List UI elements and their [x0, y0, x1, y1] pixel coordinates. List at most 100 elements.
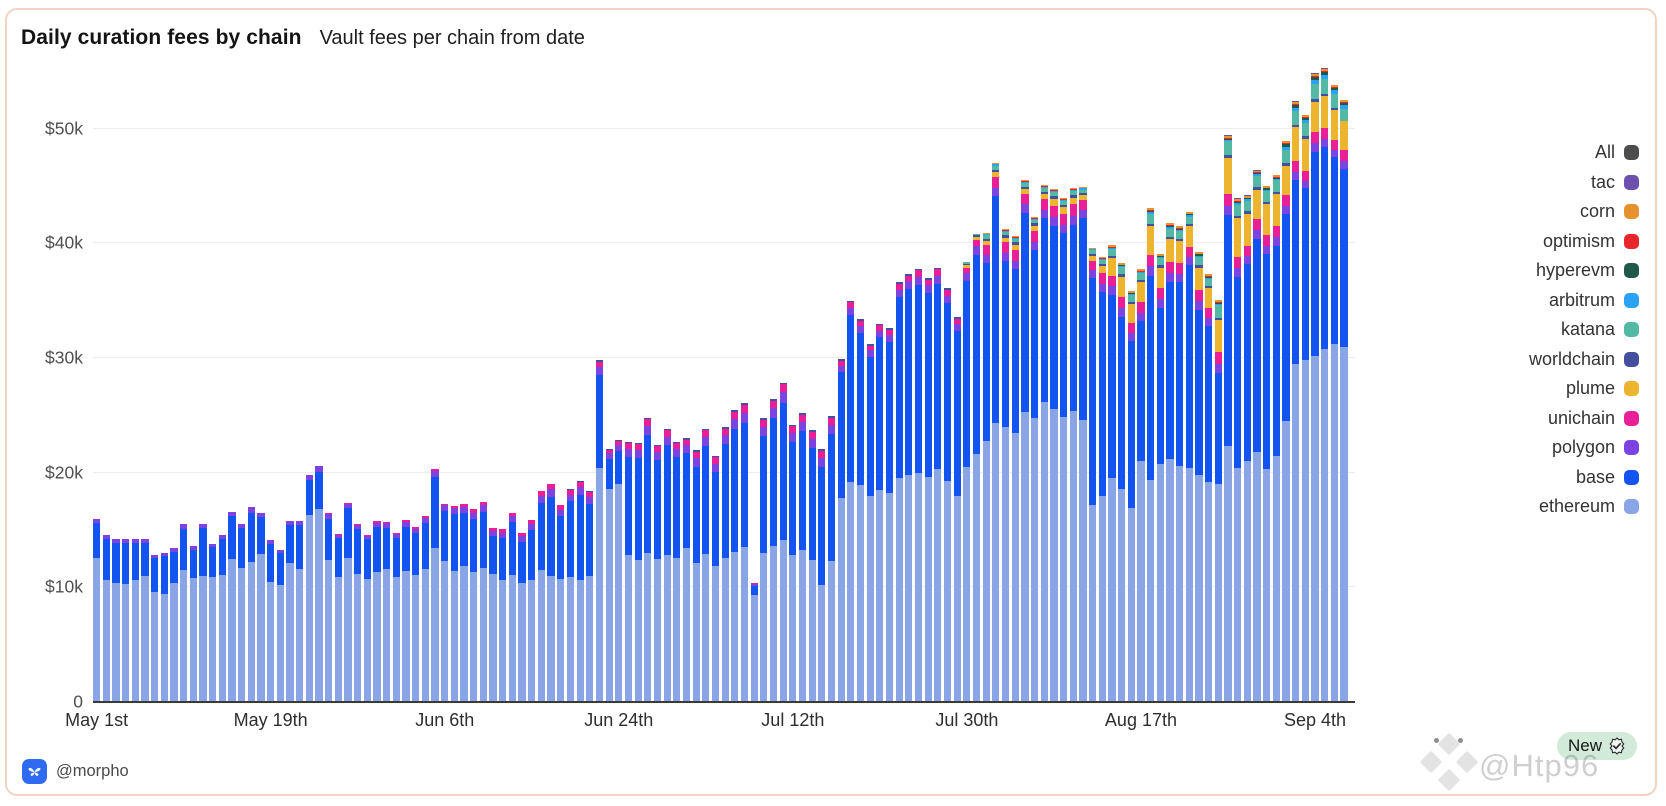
- bar-day-77[interactable]: [837, 359, 845, 702]
- bar-day-16[interactable]: [247, 507, 255, 702]
- bar-day-109[interactable]: [1147, 207, 1155, 702]
- bar-day-39[interactable]: [470, 509, 478, 702]
- bar-day-9[interactable]: [180, 524, 188, 702]
- bar-day-45[interactable]: [528, 520, 536, 702]
- bar-day-54[interactable]: [615, 439, 623, 702]
- bar-day-126[interactable]: [1311, 72, 1319, 702]
- bar-day-60[interactable]: [673, 441, 681, 702]
- bar-day-93[interactable]: [992, 162, 1000, 702]
- bar-day-69[interactable]: [760, 418, 768, 702]
- bar-day-62[interactable]: [692, 450, 700, 702]
- bar-day-96[interactable]: [1021, 179, 1029, 702]
- legend-item-plume[interactable]: plume: [1566, 378, 1639, 399]
- bar-day-76[interactable]: [827, 416, 836, 702]
- bar-day-111[interactable]: [1166, 223, 1174, 702]
- bar-day-91[interactable]: [972, 233, 981, 702]
- bar-day-67[interactable]: [740, 403, 749, 702]
- bar-day-98[interactable]: [1040, 185, 1048, 702]
- bar-day-34[interactable]: [421, 516, 429, 702]
- legend-item-worldchain[interactable]: worldchain: [1529, 349, 1639, 370]
- bar-day-124[interactable]: [1292, 100, 1300, 702]
- bar-day-104[interactable]: [1098, 257, 1106, 702]
- bar-day-122[interactable]: [1272, 174, 1280, 702]
- bar-day-6[interactable]: [151, 554, 159, 702]
- bar-day-11[interactable]: [199, 523, 207, 702]
- legend-item-polygon[interactable]: polygon: [1552, 437, 1639, 458]
- bar-day-83[interactable]: [895, 282, 903, 702]
- bar-day-4[interactable]: [131, 538, 139, 702]
- bar-day-66[interactable]: [731, 410, 739, 702]
- bar-day-5[interactable]: [141, 539, 149, 702]
- legend-item-hyperevm[interactable]: hyperevm: [1536, 260, 1639, 281]
- bar-day-84[interactable]: [905, 273, 913, 702]
- legend-item-optimism[interactable]: optimism: [1543, 231, 1639, 252]
- bar-day-27[interactable]: [354, 523, 362, 702]
- bar-day-57[interactable]: [644, 418, 652, 702]
- bar-day-65[interactable]: [721, 426, 729, 702]
- bar-day-103[interactable]: [1089, 247, 1097, 702]
- bar-day-58[interactable]: [653, 445, 662, 702]
- bar-day-89[interactable]: [953, 316, 961, 702]
- bar-day-8[interactable]: [170, 548, 178, 702]
- bar-day-107[interactable]: [1127, 291, 1135, 702]
- bar-day-0[interactable]: [93, 519, 101, 702]
- bar-day-95[interactable]: [1011, 236, 1019, 702]
- bar-day-72[interactable]: [789, 424, 797, 702]
- bar-day-97[interactable]: [1030, 217, 1039, 702]
- new-badge[interactable]: New: [1556, 732, 1637, 760]
- bar-day-86[interactable]: [924, 277, 932, 702]
- bar-day-35[interactable]: [431, 469, 439, 702]
- bar-day-121[interactable]: [1263, 185, 1271, 702]
- bar-day-23[interactable]: [315, 465, 323, 702]
- bar-day-33[interactable]: [412, 527, 420, 702]
- bar-day-64[interactable]: [711, 455, 720, 702]
- bar-day-55[interactable]: [624, 441, 633, 702]
- bar-day-17[interactable]: [257, 513, 265, 702]
- bar-day-92[interactable]: [982, 232, 990, 702]
- bar-day-113[interactable]: [1185, 212, 1193, 702]
- bar-day-79[interactable]: [856, 319, 865, 702]
- bar-day-44[interactable]: [518, 532, 526, 702]
- bar-day-48[interactable]: [557, 505, 565, 702]
- bar-day-116[interactable]: [1214, 299, 1222, 702]
- bar-day-15[interactable]: [238, 523, 246, 702]
- bar-day-14[interactable]: [228, 511, 236, 702]
- bar-day-43[interactable]: [508, 512, 516, 702]
- bar-day-94[interactable]: [1001, 229, 1010, 702]
- bar-day-129[interactable]: [1340, 99, 1348, 702]
- bar-day-19[interactable]: [276, 550, 284, 702]
- bar-day-53[interactable]: [605, 448, 613, 702]
- bar-day-99[interactable]: [1050, 189, 1058, 702]
- bar-day-32[interactable]: [402, 520, 410, 702]
- bar-day-46[interactable]: [537, 491, 545, 702]
- legend-item-ethereum[interactable]: ethereum: [1539, 496, 1639, 517]
- bar-day-105[interactable]: [1108, 245, 1116, 702]
- bar-day-38[interactable]: [460, 504, 468, 702]
- bar-day-128[interactable]: [1330, 84, 1338, 702]
- bar-day-61[interactable]: [682, 437, 691, 702]
- legend-item-katana[interactable]: katana: [1561, 319, 1639, 340]
- bar-day-101[interactable]: [1069, 187, 1077, 702]
- bar-day-117[interactable]: [1224, 135, 1232, 702]
- bar-day-18[interactable]: [267, 540, 275, 702]
- bar-day-75[interactable]: [818, 449, 826, 702]
- bar-day-10[interactable]: [189, 546, 197, 702]
- legend-item-all[interactable]: All: [1595, 142, 1639, 163]
- bar-day-81[interactable]: [876, 323, 884, 702]
- bar-day-71[interactable]: [779, 382, 787, 702]
- bar-day-82[interactable]: [885, 328, 894, 702]
- bar-day-114[interactable]: [1195, 252, 1203, 702]
- bar-day-20[interactable]: [286, 520, 294, 702]
- bar-day-73[interactable]: [798, 413, 807, 702]
- bar-day-125[interactable]: [1301, 114, 1309, 702]
- bar-day-7[interactable]: [160, 552, 168, 702]
- bar-day-78[interactable]: [847, 300, 855, 702]
- bar-day-106[interactable]: [1118, 263, 1126, 702]
- bar-day-29[interactable]: [373, 521, 381, 702]
- bar-day-24[interactable]: [325, 512, 333, 702]
- bar-day-90[interactable]: [963, 262, 971, 702]
- bar-day-50[interactable]: [576, 480, 584, 702]
- bar-day-21[interactable]: [296, 521, 304, 702]
- bar-day-87[interactable]: [934, 267, 942, 702]
- legend-item-base[interactable]: base: [1576, 467, 1639, 488]
